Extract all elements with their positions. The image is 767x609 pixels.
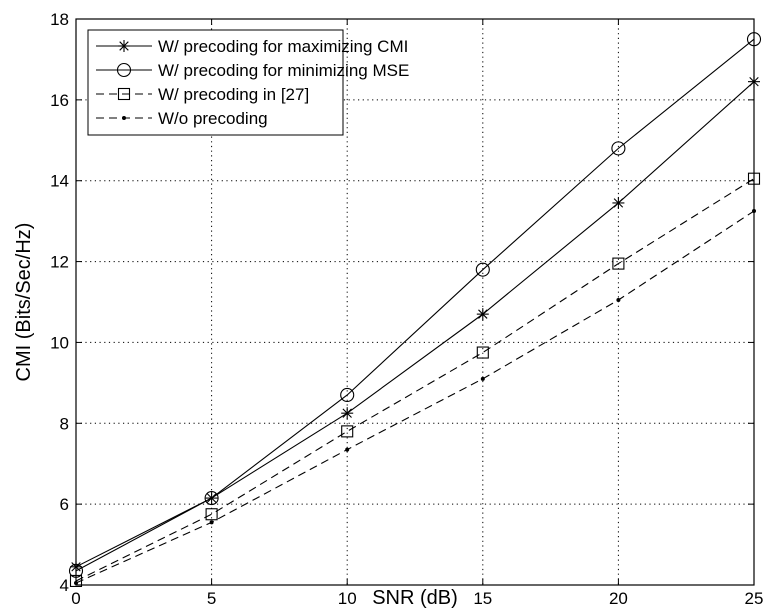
tick-labels: 0 5 10 15 20 25 4 6 8 10 12 14 16 18 (50, 10, 763, 608)
square-marker (476, 346, 489, 359)
legend-entry: W/o precoding (96, 109, 268, 128)
legend-label: W/ precoding in [27] (158, 85, 309, 104)
asterisk-marker (476, 308, 489, 321)
x-tick-label: 15 (473, 589, 492, 608)
dot-marker (616, 297, 621, 302)
plot-frame (75, 18, 755, 586)
circle-marker (611, 141, 626, 156)
legend-label: W/o precoding (158, 109, 268, 128)
dot-marker (209, 520, 214, 525)
square-marker (341, 425, 354, 438)
circle-marker (475, 262, 490, 277)
series-line (75, 178, 755, 582)
series-line (75, 81, 755, 568)
circle-marker (116, 62, 132, 78)
dot-marker (345, 447, 350, 452)
asterisk-marker (612, 196, 625, 209)
asterisk-marker (118, 40, 130, 52)
circle-marker (204, 491, 219, 506)
axis-ticks (75, 18, 755, 586)
legend-entry: W/ precoding for maximizing CMI (96, 37, 408, 56)
series-4 (74, 209, 756, 585)
square-marker (117, 87, 131, 101)
legend-entry: W/ precoding for minimizing MSE (96, 61, 409, 80)
circle-marker (340, 387, 355, 403)
y-tick-label: 8 (60, 414, 69, 433)
y-tick-label: 18 (50, 10, 69, 29)
dot-marker (480, 376, 485, 381)
y-tick-label: 16 (50, 91, 69, 110)
legend-entry: W/ precoding in [27] (96, 85, 309, 104)
legend: W/ precoding for maximizing CMI W/ precod… (87, 29, 409, 136)
legend-label: W/ precoding for maximizing CMI (158, 37, 408, 56)
y-tick-label: 10 (50, 333, 69, 352)
x-tick-label: 0 (71, 589, 80, 608)
x-tick-label: 20 (609, 589, 628, 608)
legend-label: W/ precoding for minimizing MSE (158, 61, 409, 80)
x-tick-label: 5 (207, 589, 216, 608)
y-tick-label: 14 (50, 172, 69, 191)
y-tick-label: 6 (60, 495, 69, 514)
y-axis-label: CMI (Bits/Sec/Hz) (13, 223, 35, 382)
legend-box (87, 29, 344, 136)
asterisk-marker (341, 407, 354, 420)
x-axis-label: SNR (dB) (372, 587, 458, 609)
x-tick-label: 25 (745, 589, 764, 608)
x-tick-label: 10 (338, 589, 357, 608)
series-line (75, 210, 755, 584)
y-tick-label: 4 (60, 576, 69, 595)
y-tick-label: 12 (50, 253, 69, 272)
dot-marker (122, 116, 126, 120)
series-line (75, 38, 755, 572)
square-marker (612, 257, 625, 270)
square-marker (205, 508, 218, 521)
